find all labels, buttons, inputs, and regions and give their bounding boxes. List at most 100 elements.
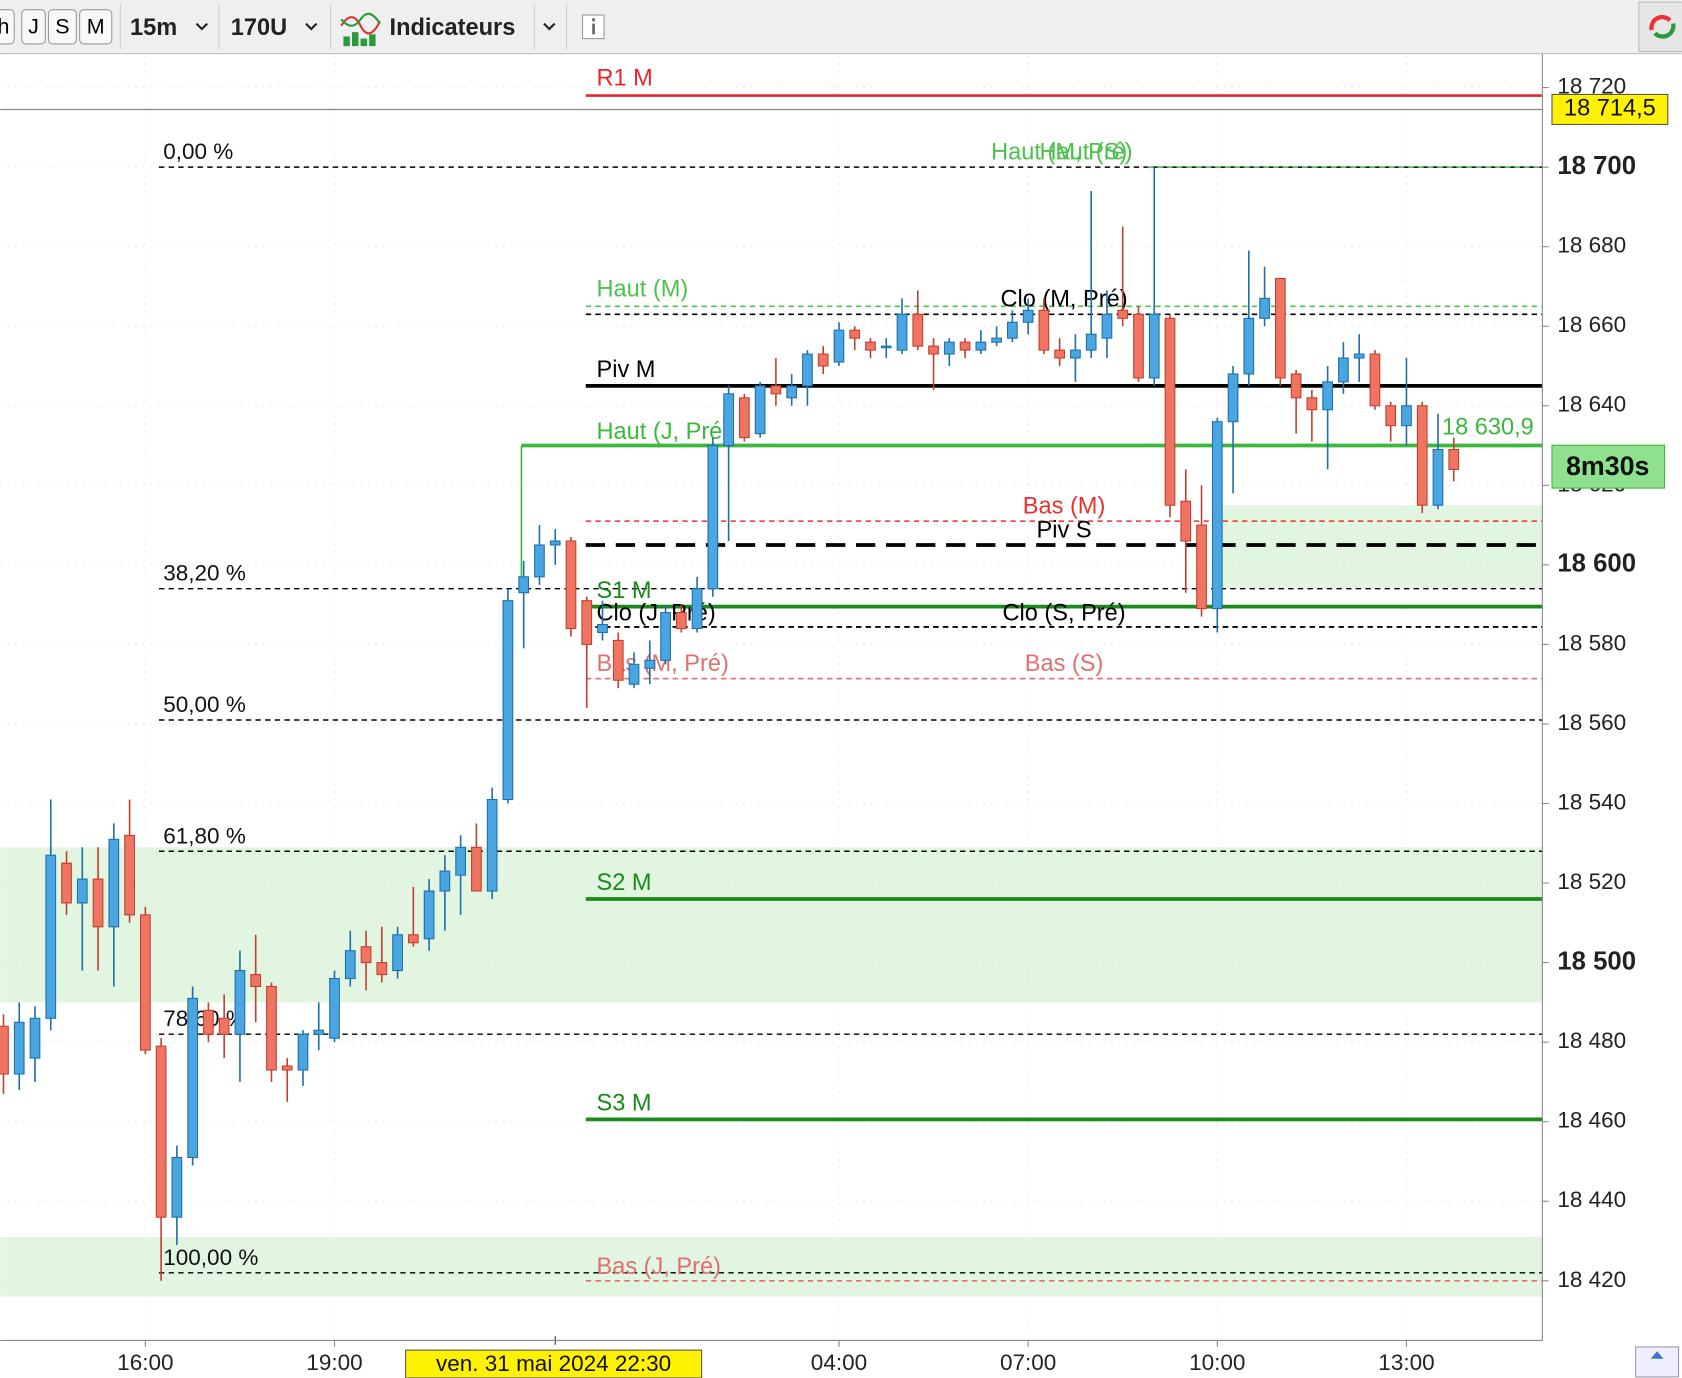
candle-body: [76, 878, 88, 904]
candle-body: [1338, 357, 1349, 383]
candle-body: [1243, 317, 1255, 375]
y-tick-label: 18 680: [1557, 233, 1626, 258]
period-button[interactable]: [79, 9, 113, 45]
candle-body: [1117, 309, 1129, 319]
candle-body: [849, 329, 861, 339]
crosshair-price-box: [1551, 93, 1669, 126]
candle-body: [1148, 313, 1160, 379]
candle-body: [360, 946, 372, 964]
refresh-button[interactable]: [1638, 1, 1682, 53]
candle-body: [549, 540, 561, 546]
indicators-button[interactable]: Indicateurs: [390, 14, 516, 40]
candle-body: [392, 934, 403, 972]
candle-body: [1196, 524, 1207, 610]
candle-body: [439, 870, 451, 892]
candle-body: [1070, 349, 1081, 359]
period-button[interactable]: [21, 9, 46, 45]
candle-body: [1211, 421, 1223, 610]
chevron[interactable]: [543, 22, 556, 31]
candle-body: [581, 600, 593, 645]
info-button[interactable]: [582, 14, 605, 40]
countdown-box: [1551, 444, 1666, 489]
candle-body: [975, 341, 987, 351]
period-button[interactable]: [0, 9, 15, 45]
candle-body: [407, 934, 419, 944]
y-tick-label: 18 640: [1557, 392, 1626, 417]
candle-body: [660, 612, 671, 661]
candle-body: [912, 313, 924, 347]
candle-body: [802, 353, 813, 387]
period-button[interactable]: [47, 9, 77, 45]
candle-body: [171, 1156, 183, 1218]
candle-body: [329, 977, 340, 1039]
crosshair-date-label: ven. 31 mai 2024 22:30: [436, 1351, 671, 1376]
candle-body: [155, 1045, 167, 1218]
corner-button[interactable]: [1635, 1346, 1680, 1378]
pivot-label: Haut (J, Pré): [596, 418, 730, 444]
pivot-label: R1 M: [596, 65, 652, 91]
fib-label: 38,20 %: [163, 561, 246, 586]
pivot-label: S2 M: [596, 869, 651, 895]
last-price-label: 18 630,9: [1442, 413, 1534, 439]
x-tick-label: 19:00: [306, 1350, 362, 1375]
y-tick-label: 18 440: [1557, 1187, 1626, 1212]
candle-body: [486, 799, 498, 892]
candle-body: [423, 890, 435, 940]
y-tick-label: 18 420: [1557, 1267, 1626, 1292]
indicator-icon[interactable]: [340, 12, 381, 47]
x-tick-label: 16:00: [117, 1350, 173, 1375]
candle-body: [1022, 309, 1034, 323]
candle-body: [770, 385, 782, 395]
y-tick-label: 18 520: [1557, 869, 1626, 894]
candle-body: [1164, 317, 1176, 506]
pivot-label: Haut (S): [1039, 138, 1127, 164]
crosshair-price-label: 18 714,5: [1564, 95, 1656, 121]
units-select[interactable]: 170U: [231, 14, 287, 40]
candle-body: [187, 997, 199, 1159]
candle-body: [691, 588, 703, 630]
x-tick-label: 10:00: [1189, 1350, 1245, 1375]
candle-body: [45, 854, 57, 1019]
period-button-label[interactable]: S: [55, 15, 69, 39]
candle-body: [1259, 297, 1270, 319]
pivot-label: Bas (J, Pré): [596, 1253, 720, 1279]
candle-body: [928, 345, 939, 355]
timeframe-select[interactable]: 15m: [130, 14, 177, 40]
candle-body: [565, 540, 577, 630]
period-button-label[interactable]: h: [0, 15, 9, 39]
candle-body: [344, 950, 356, 980]
pivot-label: Bas (S): [1025, 650, 1104, 676]
candle-body: [1038, 309, 1050, 351]
pivot-label: S1 M: [596, 577, 651, 603]
period-button-label[interactable]: M: [87, 15, 105, 39]
y-tick-label: 18 600: [1557, 550, 1636, 578]
y-tick-label: 18 480: [1557, 1028, 1626, 1053]
x-tick-label: 13:00: [1378, 1350, 1434, 1375]
candle-body: [943, 341, 955, 355]
candle-body: [612, 639, 624, 681]
candle-body: [92, 878, 104, 928]
candle-body: [1306, 397, 1318, 411]
y-tick-label: 18 540: [1557, 789, 1626, 814]
candle-body: [376, 962, 388, 976]
zone: [1217, 505, 1543, 589]
pivot-label: Piv S: [1037, 516, 1092, 542]
period-button-label[interactable]: J: [28, 15, 39, 39]
candle-body: [786, 385, 798, 399]
pivot-label: Clo (M, Pré): [1001, 286, 1128, 312]
candle-body: [471, 846, 482, 892]
pivot-label: Piv M: [596, 356, 655, 382]
y-tick-label: 18 660: [1557, 312, 1626, 337]
candle-body: [1133, 313, 1144, 379]
toolbar: h J S M 15m 170U Indicateurs: [0, 0, 1682, 55]
candle-body: [1101, 313, 1113, 339]
chevron: [195, 22, 208, 31]
pivot-label: S3 M: [596, 1090, 651, 1116]
y-tick-label: 18 580: [1557, 630, 1626, 655]
candle-body: [218, 1017, 230, 1035]
candle-body: [1369, 353, 1381, 407]
candle-body: [139, 914, 151, 1051]
